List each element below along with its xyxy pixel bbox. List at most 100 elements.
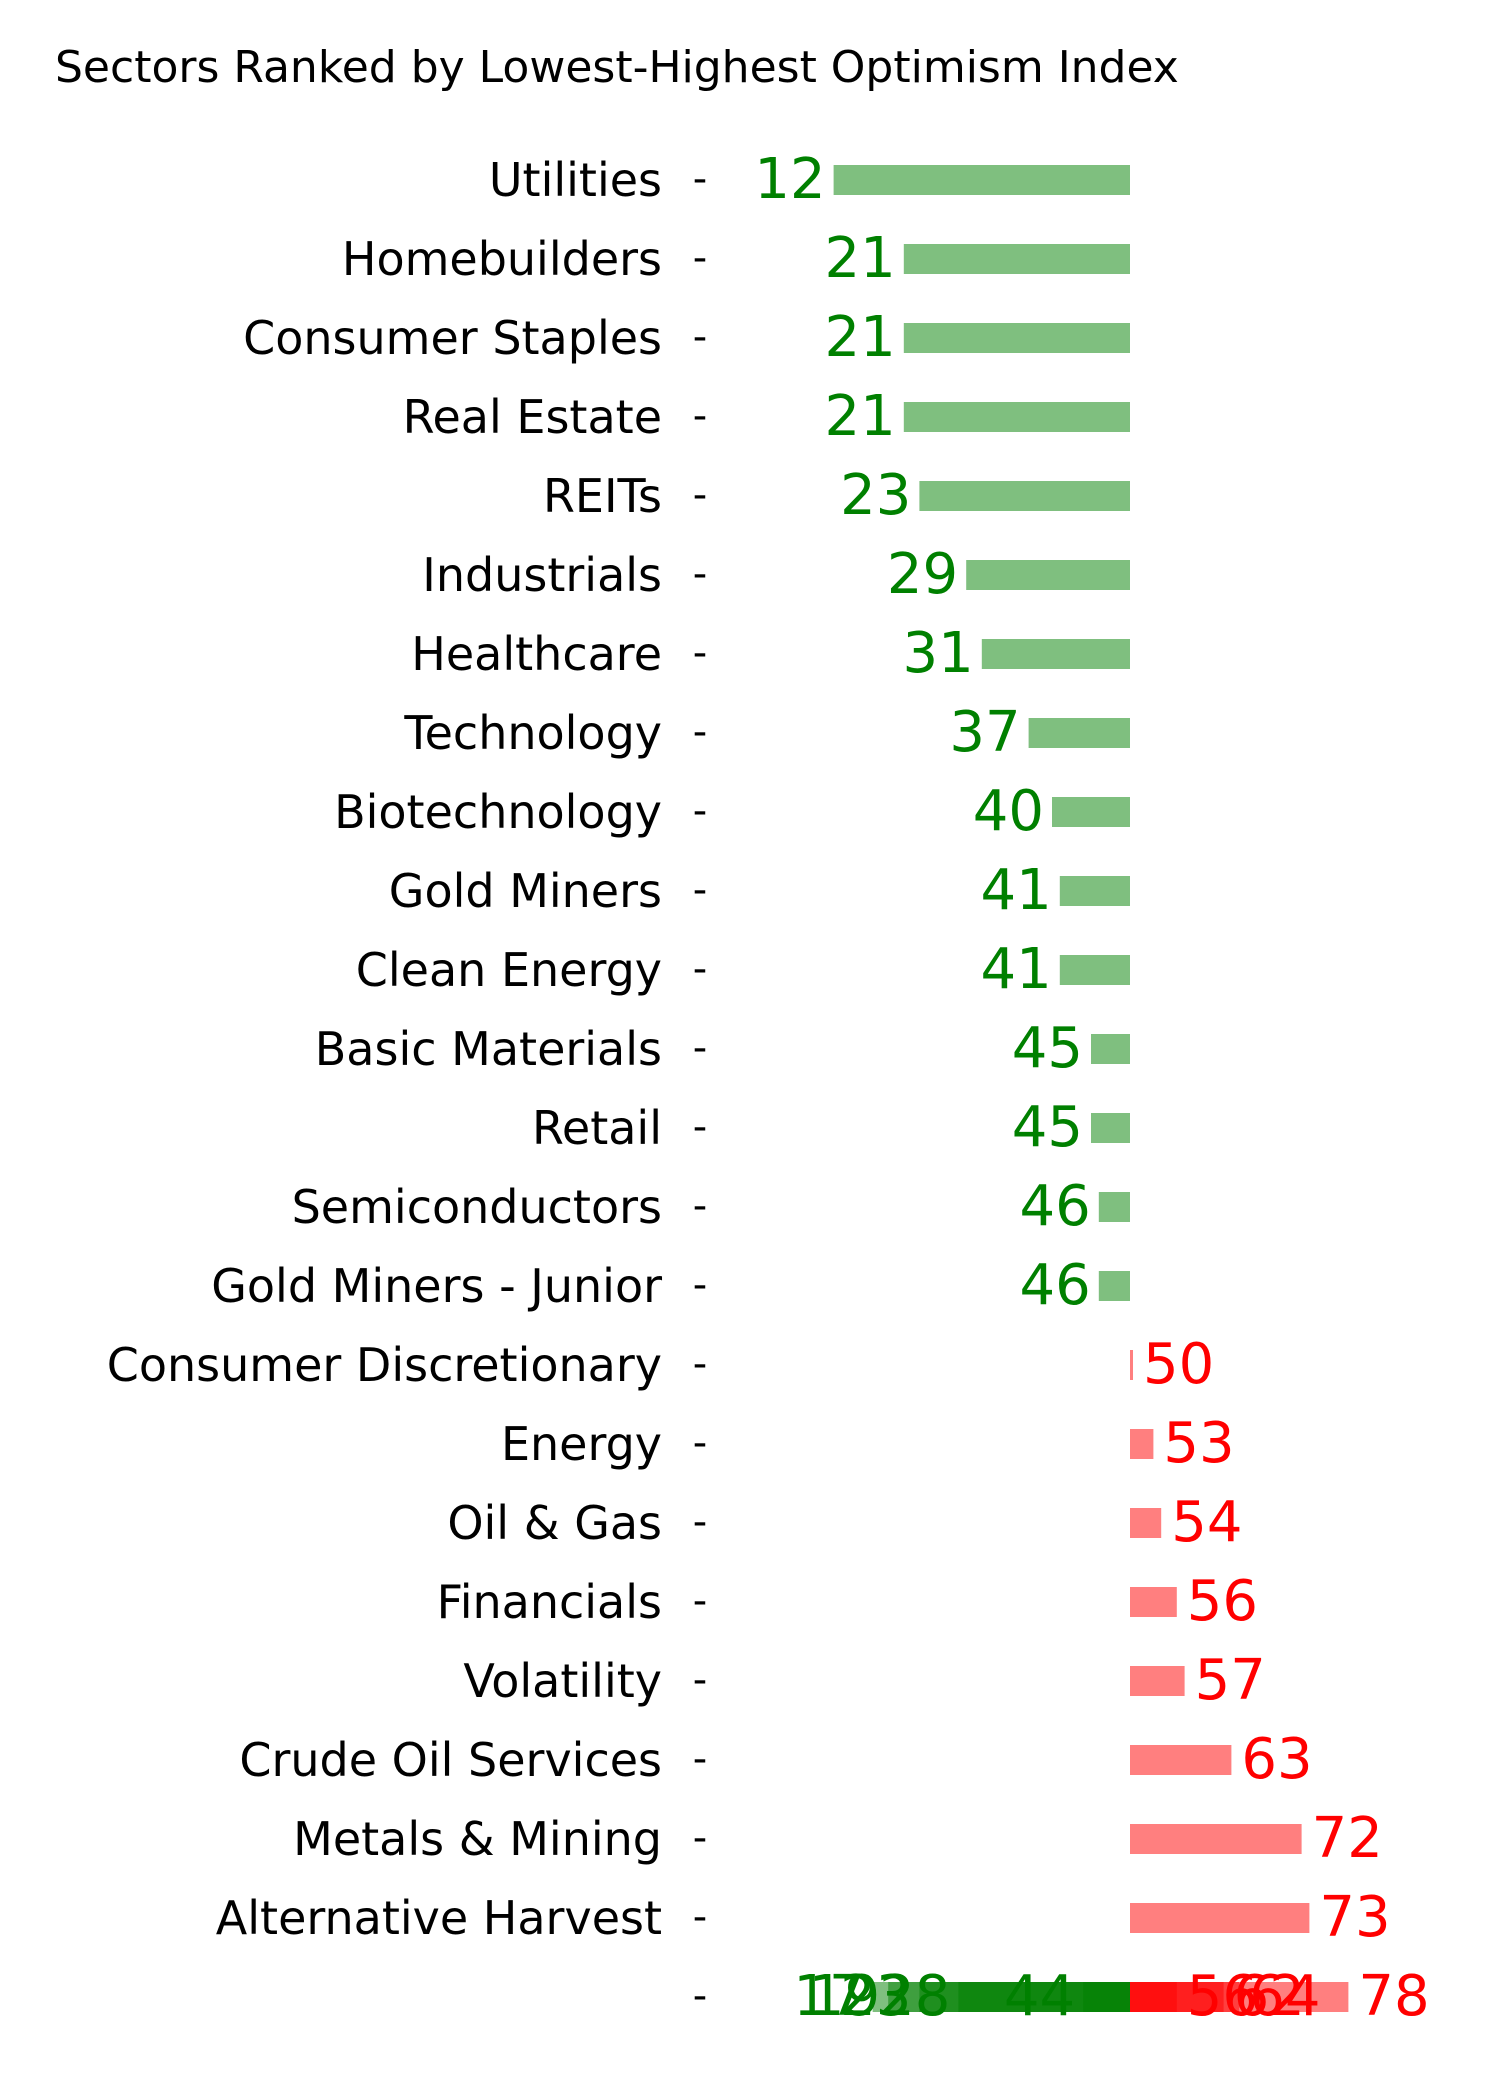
category-label: Consumer Staples [243, 311, 662, 365]
bar [1130, 1429, 1154, 1459]
category-label: Industrials [422, 548, 662, 602]
value-label: 41 [981, 858, 1052, 923]
overlap-bar [1130, 1982, 1349, 2012]
overlap-bar [1083, 1982, 1130, 2012]
y-tick-mark: - [693, 1104, 707, 1150]
y-tick-mark: - [693, 867, 707, 913]
category-label: Real Estate [403, 390, 662, 444]
overlap-value-label: 78 [1358, 1964, 1429, 2029]
bar [1130, 1903, 1310, 1933]
bar [1059, 955, 1130, 985]
y-tick-mark: - [693, 314, 707, 360]
bar [1091, 1034, 1130, 1064]
y-tick-mark: - [693, 946, 707, 992]
value-label: 31 [903, 621, 974, 686]
category-label: Healthcare [411, 627, 662, 681]
value-label: 57 [1195, 1648, 1266, 1713]
category-label: Metals & Mining [293, 1812, 662, 1866]
value-label: 63 [1241, 1727, 1312, 1792]
bar [833, 165, 1130, 195]
y-tick-mark: - [693, 472, 707, 518]
y-tick-mark: - [693, 1499, 707, 1545]
chart-title: Sectors Ranked by Lowest-Highest Optimis… [55, 42, 1179, 93]
category-label: Utilities [489, 153, 662, 207]
value-label: 40 [973, 779, 1044, 844]
y-tick-mark: - [693, 1262, 707, 1308]
bar [1130, 1824, 1302, 1854]
y-tick-mark: - [693, 1183, 707, 1229]
bar [1098, 1192, 1130, 1222]
bar [919, 481, 1130, 511]
category-label: Basic Materials [315, 1022, 662, 1076]
y-tick-mark: - [693, 1025, 707, 1071]
y-tick-mark: - [693, 1736, 707, 1782]
value-label: 23 [840, 463, 911, 528]
value-label: 56 [1187, 1569, 1258, 1634]
y-tick-mark: - [693, 1341, 707, 1387]
category-label: Homebuilders [342, 232, 662, 286]
value-label: 45 [1012, 1095, 1083, 1160]
bar [1098, 1271, 1130, 1301]
category-label: Volatility [463, 1654, 662, 1708]
category-label: Gold Miners - Junior [211, 1259, 662, 1313]
bar [1130, 1745, 1232, 1775]
y-tick-mark: - [693, 1894, 707, 1940]
bar [903, 402, 1130, 432]
y-tick-mark: - [693, 551, 707, 597]
y-tick-mark: - [693, 1657, 707, 1703]
bar [1059, 876, 1130, 906]
category-label: Financials [437, 1575, 662, 1629]
value-label: 73 [1319, 1885, 1390, 1950]
value-label: 29 [887, 542, 958, 607]
category-label: Alternative Harvest [216, 1891, 662, 1945]
value-label: 21 [825, 305, 896, 370]
y-tick-mark: - [693, 709, 707, 755]
value-label: 46 [1020, 1253, 1091, 1318]
category-label: Gold Miners [389, 864, 662, 918]
y-tick-mark: - [693, 630, 707, 676]
value-label: 54 [1171, 1490, 1242, 1555]
category-label: Semiconductors [292, 1180, 662, 1234]
bar [1130, 1350, 1133, 1380]
value-label: 72 [1312, 1806, 1383, 1871]
value-label: 41 [981, 937, 1052, 1002]
value-label: 45 [1012, 1016, 1083, 1081]
overlap-value-label: 44 [1004, 1964, 1075, 2029]
category-label: Clean Energy [356, 943, 662, 997]
value-label: 12 [754, 147, 825, 212]
value-label: 50 [1143, 1332, 1214, 1397]
overlap-value-label: 28 [879, 1964, 950, 2029]
bar [1091, 1113, 1130, 1143]
category-label: Technology [403, 706, 662, 760]
category-label: Biotechnology [334, 785, 662, 839]
y-tick-mark: - [693, 1973, 707, 2019]
bar [1052, 797, 1130, 827]
category-label: REITs [543, 469, 662, 523]
y-tick-mark: - [693, 235, 707, 281]
bar [903, 323, 1130, 353]
category-label: Crude Oil Services [239, 1733, 662, 1787]
value-label: 46 [1020, 1174, 1091, 1239]
y-tick-mark: - [693, 788, 707, 834]
category-label: Oil & Gas [447, 1496, 662, 1550]
value-label: 21 [825, 226, 896, 291]
category-label: Retail [532, 1101, 662, 1155]
bar [1028, 718, 1130, 748]
bar [903, 244, 1130, 274]
bar [1130, 1666, 1185, 1696]
overlap-value-label: 17 [793, 1964, 864, 2029]
bar [981, 639, 1130, 669]
y-tick-mark: - [693, 1578, 707, 1624]
bar [1130, 1587, 1177, 1617]
y-tick-mark: - [693, 1420, 707, 1466]
overlap-value-label: 19 [809, 1964, 880, 2029]
value-label: 21 [825, 384, 896, 449]
y-tick-mark: - [693, 156, 707, 202]
y-tick-mark: - [693, 393, 707, 439]
y-tick-mark: - [693, 1815, 707, 1861]
category-label: Energy [501, 1417, 662, 1471]
overlap-value-label: 23 [840, 1964, 911, 2029]
value-label: 53 [1163, 1411, 1234, 1476]
